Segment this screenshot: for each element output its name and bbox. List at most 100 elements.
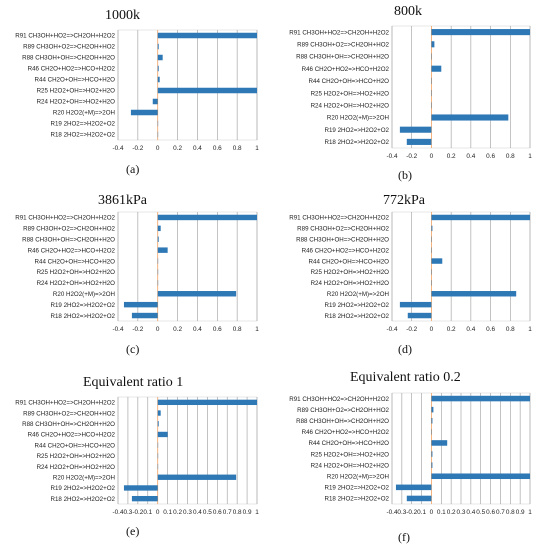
x-tick-label: 0.2 — [447, 326, 456, 333]
x-tick-label: 0.9 — [243, 509, 252, 516]
y-tick-label: R44 CH2O+OH=>HCO+H2O — [35, 77, 116, 84]
plot-frame — [117, 29, 258, 141]
bar — [399, 126, 432, 133]
y-tick-label: R91 CH3OH+HO2=>CH2OH+H2O2 — [289, 215, 389, 222]
bar — [123, 485, 158, 491]
y-tick-label: R20 H2O2(+M)=>2OH — [327, 473, 389, 480]
bar — [431, 417, 433, 424]
bar — [431, 29, 530, 36]
y-tick-label: R24 H2O2+OH=>HO2+H2O — [37, 464, 116, 471]
panel-title: 1000k — [105, 8, 140, 23]
y-tick-label: R44 CH2O+OH=>HCO+H2O — [309, 440, 390, 447]
panel-f: Equivalent ratio 0.2 (f) -0.4 0.3 -0.2 0.1 0… — [289, 370, 532, 544]
bar — [157, 76, 160, 83]
x-tick-label: -0.4 — [386, 509, 397, 516]
y-tick-label: R24 H2O2+OH=>HO2+H2O — [311, 103, 390, 110]
x-tick-label: 0.3 — [457, 509, 466, 516]
x-tick-label: -0.4 — [112, 326, 123, 333]
bar — [131, 495, 158, 502]
x-tick-label: 1 — [528, 153, 532, 160]
x-tick-label: 0.4 — [193, 145, 202, 152]
x-tick-label: 0.4 — [193, 326, 202, 333]
y-tick-label: R19 2HO2=>H2O2+O2 — [325, 302, 390, 309]
x-tick-label: 0.2 — [173, 509, 182, 516]
y-tick-label: R46 CH2O+HO2=>HCO+H2O2 — [28, 66, 116, 73]
bar — [157, 32, 257, 39]
y-tick-label: R25 H2O2+OH=>HO2+H2O — [311, 269, 390, 276]
x-tick-label: 0.4 — [466, 326, 475, 333]
x-tick-label: 0.8 — [506, 326, 515, 333]
y-tick-label: R25 H2O2+OH=>HO2+H2O — [311, 90, 390, 97]
x-tick-label: 0 — [430, 326, 434, 333]
y-tick-label: R19 2HO2=>H2O2+O2 — [325, 127, 390, 134]
y-tick-label: R44 CH2O+OH=>HCO+H2O — [35, 442, 116, 449]
x-tick-label: 0.2 — [173, 145, 182, 152]
x-tick-label: 0.8 — [233, 326, 242, 333]
x-tick-label: 0 — [156, 509, 160, 516]
y-tick-label: R88 CH3OH+OH=>CH2OH+H2O — [22, 236, 115, 243]
panel-label: (c) — [126, 342, 139, 356]
panel-label: (f) — [398, 530, 410, 544]
y-tick-label: R25 H2O2+OH=>HO2+H2O — [37, 269, 116, 276]
panel-title: 800k — [394, 4, 422, 19]
panel-c: 3861kPa (c) -0.4 -0.2 0 0.2 0.4 0.6 0.8 1 R91 CH… — [15, 193, 259, 356]
y-tick-label: R18 2HO2=>H2O2+O2 — [325, 313, 390, 320]
x-tick-label: -0.4 — [112, 509, 123, 516]
x-tick-label: 0.5 — [203, 509, 212, 516]
y-tick-label: R25 H2O2+OH=>HO2+H2O — [311, 451, 390, 458]
y-tick-label: R44 CH2O+OH=>HCO+H2O — [309, 258, 390, 265]
x-tick-label: 0.3 — [183, 509, 192, 516]
x-tick-label: -0.4 — [386, 326, 397, 333]
bar — [157, 399, 257, 406]
y-tick-label: R88 CH3OH+OH=>CH2OH+H2O — [296, 54, 389, 61]
y-tick-label: R91 CH3OH+HO2=>CH2OH+H2O2 — [15, 33, 115, 40]
bar — [152, 98, 158, 105]
x-tick-label: 0 — [156, 145, 160, 152]
x-tick-label: 0.6 — [213, 509, 222, 516]
bar — [157, 474, 237, 480]
bar — [157, 54, 163, 61]
y-tick-label: R89 CH3OH+O2=>CH2OH+HO2 — [23, 44, 115, 51]
bar — [157, 214, 257, 221]
y-tick-label: R88 CH3OH+OH=>CH2OH+H2O — [22, 55, 115, 62]
bar — [399, 301, 432, 308]
bar — [431, 462, 433, 468]
y-tick-label: R20 H2O2(+M)=>2OH — [327, 115, 389, 122]
y-tick-label: R46 CH2O+HO2=>HCO+H2O2 — [302, 429, 390, 436]
x-tick-label: 0.8 — [233, 145, 242, 152]
y-tick-label: R24 H2O2+OH=>HO2+H2O — [37, 280, 116, 287]
bar — [157, 421, 159, 427]
y-tick-label: R88 CH3OH+OH=>CH2OH+H2O — [296, 418, 389, 425]
bar — [157, 431, 168, 438]
y-tick-label: R20 H2O2(+M)=>2OH — [327, 291, 389, 298]
y-tick-label: R89 CH3OH+O2=>CH2OH+HO2 — [23, 226, 115, 233]
y-tick-label: R18 2HO2=>H2O2+O2 — [325, 496, 390, 503]
bar — [407, 312, 432, 319]
y-tick-label: R88 CH3OH+OH=>CH2OH+H2O — [22, 421, 115, 428]
y-tick-label: R19 2HO2=>H2O2+O2 — [325, 485, 390, 492]
y-tick-label: R89 CH3OH+O2=>CH2OH+HO2 — [23, 410, 115, 417]
bar — [157, 291, 237, 297]
x-tick-label: 0.2 — [173, 326, 182, 333]
bar — [395, 484, 432, 491]
x-tick-label: -0.2 — [406, 326, 417, 333]
y-tick-label: R20 H2O2(+M)=>2OH — [53, 291, 115, 298]
panel-label: (e) — [126, 524, 139, 538]
y-tick-label: R24 H2O2+OH=>HO2+H2O — [311, 462, 390, 469]
y-tick-label: R25 H2O2+OH=>HO2+H2O — [37, 88, 116, 95]
bar — [157, 247, 168, 253]
x-tick-label: 0 — [156, 326, 160, 333]
bar — [157, 65, 159, 72]
x-tick-label: 0.3 — [397, 509, 406, 516]
bar — [157, 225, 161, 232]
bar — [157, 87, 257, 94]
y-tick-label: R24 H2O2+OH=>HO2+H2O — [37, 99, 116, 106]
x-tick-label: 0.6 — [486, 153, 495, 160]
x-tick-label: 0 — [430, 153, 434, 160]
x-tick-label: 0.4 — [466, 153, 475, 160]
y-tick-label: R91 CH3OH+HO2=>CH2OH+H2O2 — [15, 215, 115, 222]
x-tick-label: -0.2 — [132, 326, 143, 333]
panel-d: 772kPa (d) -0.4 -0.2 0 0.2 0.4 0.6 0.8 1 R91 CH3… — [289, 193, 532, 356]
y-tick-label: R24 H2O2+OH=>HO2+H2O — [311, 280, 390, 287]
